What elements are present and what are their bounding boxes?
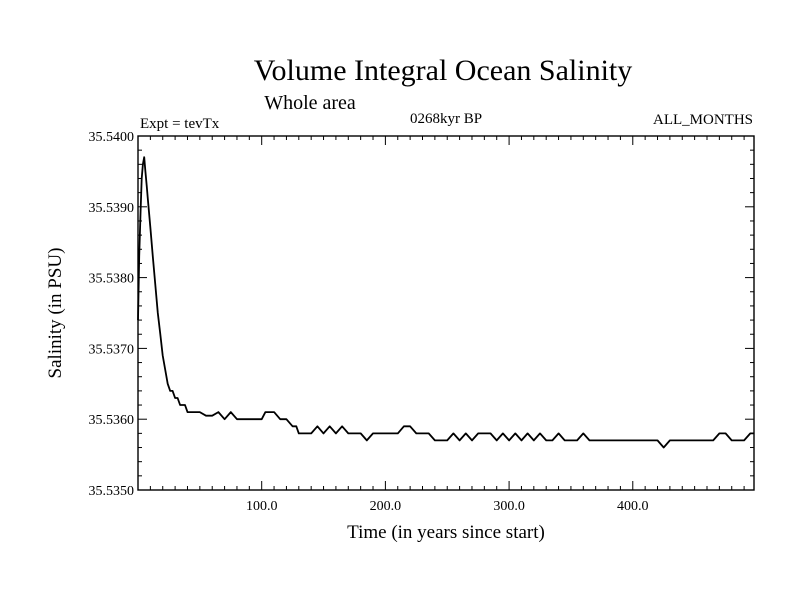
y-axis-label: Salinity (in PSU) — [45, 248, 66, 379]
x-tick-label: 200.0 — [370, 499, 402, 514]
period-label: 0268kyr BP — [410, 111, 482, 127]
chart-subtitle: Whole area — [264, 92, 356, 114]
ticks-layer: 35.5350 35.5360 35.5370 35.5380 35.5390 35.54… — [89, 130, 754, 514]
y-tick-label: 35.5380 — [89, 272, 135, 287]
chart-title: Volume Integral Ocean Salinity — [254, 54, 633, 87]
y-tick-label: 35.5370 — [89, 342, 135, 357]
experiment-label: Expt = tevTx — [140, 116, 220, 132]
data-layer — [137, 156, 754, 449]
y-tick-label: 35.5350 — [89, 484, 135, 499]
salinity-series-line — [137, 156, 754, 449]
y-tick-label: 35.5390 — [89, 201, 135, 216]
x-tick-label: 400.0 — [617, 499, 649, 514]
months-label: ALL_MONTHS — [653, 112, 753, 128]
plot-frame — [137, 135, 755, 491]
y-tick-label: 35.5360 — [89, 413, 135, 428]
x-tick-label: 100.0 — [246, 499, 278, 514]
x-tick-label: 300.0 — [493, 499, 525, 514]
y-tick-label: 35.5400 — [89, 130, 135, 145]
x-axis-label: Time (in years since start) — [347, 522, 545, 543]
